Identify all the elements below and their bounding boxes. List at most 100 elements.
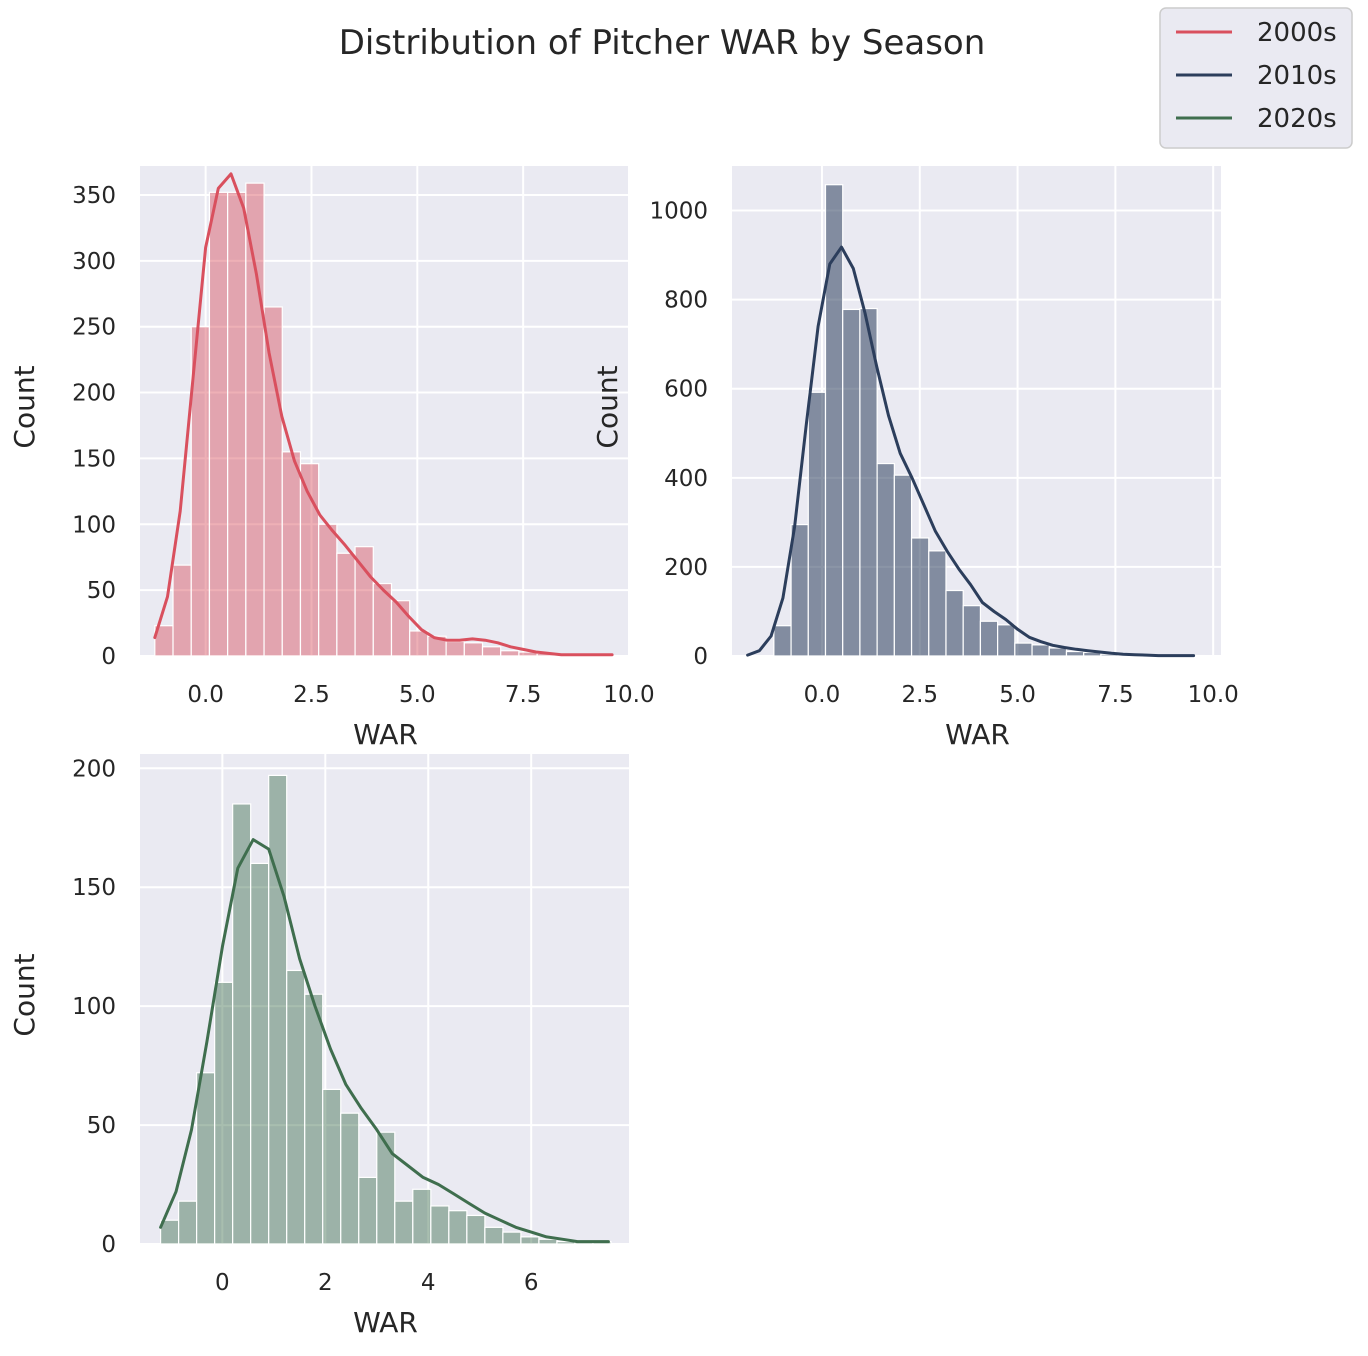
histogram-bar bbox=[208, 191, 229, 657]
histogram-bar bbox=[997, 624, 1016, 657]
x-tick-label: 0.0 bbox=[187, 682, 224, 708]
histogram-bar bbox=[340, 1112, 360, 1245]
histogram-bar bbox=[318, 523, 338, 657]
x-tick-label: 2.5 bbox=[293, 682, 330, 708]
histogram-bar bbox=[245, 182, 265, 657]
y-tick-label: 1000 bbox=[649, 199, 708, 225]
y-tick-label: 0 bbox=[101, 644, 116, 670]
histogram-bar bbox=[227, 191, 247, 657]
y-tick-label: 200 bbox=[72, 756, 116, 782]
x-axis-label: WAR bbox=[353, 718, 418, 751]
x-tick-label: 10.0 bbox=[603, 682, 654, 708]
y-tick-label: 600 bbox=[664, 377, 708, 403]
histogram-bar bbox=[876, 462, 895, 657]
x-tick-label: 6 bbox=[524, 1270, 539, 1296]
histogram-bar bbox=[807, 391, 827, 657]
y-tick-label: 300 bbox=[72, 249, 116, 275]
histogram-bar bbox=[538, 1238, 558, 1245]
legend-label-2000s: 2000s bbox=[1257, 18, 1337, 48]
histogram-bar bbox=[1065, 650, 1085, 657]
x-tick-label: 7.5 bbox=[505, 682, 542, 708]
histogram-bar bbox=[466, 1214, 486, 1245]
histogram-bar bbox=[928, 550, 947, 657]
histogram-bar bbox=[430, 1205, 450, 1245]
kde-curve bbox=[153, 172, 614, 657]
x-tick-label: 0.0 bbox=[804, 682, 841, 708]
histogram-bar bbox=[445, 640, 465, 657]
histogram-bar bbox=[502, 1231, 522, 1245]
histogram-bar bbox=[481, 646, 502, 657]
y-tick-label: 0 bbox=[693, 644, 708, 670]
histogram-bar bbox=[910, 537, 930, 657]
histogram-bar bbox=[893, 474, 913, 657]
histogram-bar bbox=[281, 451, 302, 657]
x-tick-label: 2 bbox=[318, 1270, 333, 1296]
x-tick-label: 5.0 bbox=[399, 682, 436, 708]
y-tick-label: 200 bbox=[664, 555, 708, 581]
y-tick-label: 800 bbox=[664, 288, 708, 314]
y-tick-label: 350 bbox=[72, 183, 116, 209]
histogram-bar bbox=[448, 1210, 468, 1245]
histogram-bar bbox=[268, 774, 288, 1245]
histogram-bar bbox=[1031, 644, 1050, 657]
y-axis-label: Count bbox=[591, 365, 624, 448]
histogram-bar bbox=[299, 463, 320, 657]
y-tick-label: 50 bbox=[87, 578, 116, 604]
histogram-bar bbox=[500, 650, 520, 657]
y-tick-label: 0 bbox=[101, 1232, 116, 1258]
figure-title: Distribution of Pitcher WAR by Season bbox=[339, 23, 986, 63]
histogram-bar bbox=[1014, 642, 1033, 657]
x-axis-label: WAR bbox=[353, 1306, 418, 1339]
y-axis-label: Count bbox=[8, 953, 41, 1036]
y-tick-label: 100 bbox=[72, 994, 116, 1020]
x-tick-label: 7.5 bbox=[1097, 682, 1134, 708]
y-axis-label: Count bbox=[8, 365, 41, 448]
histogram-bar bbox=[304, 993, 324, 1245]
x-tick-label: 0 bbox=[215, 1270, 230, 1296]
histogram-bar bbox=[286, 969, 306, 1245]
legend-frame bbox=[1159, 7, 1353, 149]
x-tick-label: 5.0 bbox=[999, 682, 1036, 708]
histogram-bar bbox=[962, 605, 982, 657]
histogram-bar bbox=[979, 620, 999, 657]
histogram-bar bbox=[1048, 647, 1068, 657]
y-tick-label: 250 bbox=[72, 315, 116, 341]
y-tick-label: 100 bbox=[72, 512, 116, 538]
y-tick-label: 150 bbox=[72, 875, 116, 901]
legend-label-2020s: 2020s bbox=[1257, 104, 1337, 134]
kde-curve bbox=[159, 838, 610, 1244]
y-tick-label: 150 bbox=[72, 446, 116, 472]
histogram-bar bbox=[322, 1088, 342, 1245]
histogram-panel-2000s: 0.0 2.5 5.0 7.5 10.0 0 50 100 150 200 250 300 350 WAR… bbox=[8, 166, 655, 751]
histogram-bar bbox=[773, 625, 792, 657]
legend-label-2010s: 2010s bbox=[1257, 61, 1337, 91]
histogram-bar bbox=[263, 306, 283, 657]
histogram-panel-2020s: 0 2 4 6 0 50 100 150 200 WAR Count bbox=[8, 754, 629, 1339]
histogram-bar bbox=[358, 1176, 378, 1245]
histogram-bar bbox=[178, 1200, 198, 1245]
histogram-bar bbox=[196, 1072, 216, 1245]
x-tick-label: 10.0 bbox=[1188, 682, 1239, 708]
x-axis-label: WAR bbox=[945, 718, 1010, 751]
plot-area bbox=[140, 166, 629, 656]
histogram-bar bbox=[376, 1131, 396, 1245]
histogram-bar bbox=[842, 308, 861, 657]
x-tick-label: 2.5 bbox=[901, 682, 938, 708]
y-tick-label: 50 bbox=[87, 1113, 116, 1139]
histogram-bar bbox=[214, 981, 234, 1245]
histogram-bar bbox=[520, 1236, 540, 1245]
histogram-bar bbox=[412, 1188, 432, 1245]
histogram-bar bbox=[394, 1200, 414, 1245]
histogram-bar bbox=[484, 1226, 504, 1245]
histogram-bar bbox=[172, 564, 192, 657]
x-tick-label: 4 bbox=[421, 1270, 436, 1296]
y-tick-label: 200 bbox=[72, 381, 116, 407]
histogram-bar bbox=[790, 523, 809, 657]
histogram-bar bbox=[463, 642, 484, 657]
histogram-bar bbox=[945, 589, 964, 657]
histogram-panel-2010s: 0.0 2.5 5.0 7.5 10.0 0 200 400 600 800 1000 WAR Coun… bbox=[591, 166, 1239, 751]
y-tick-label: 400 bbox=[664, 466, 708, 492]
histogram-bar bbox=[409, 630, 429, 657]
kde-curve bbox=[746, 245, 1196, 658]
